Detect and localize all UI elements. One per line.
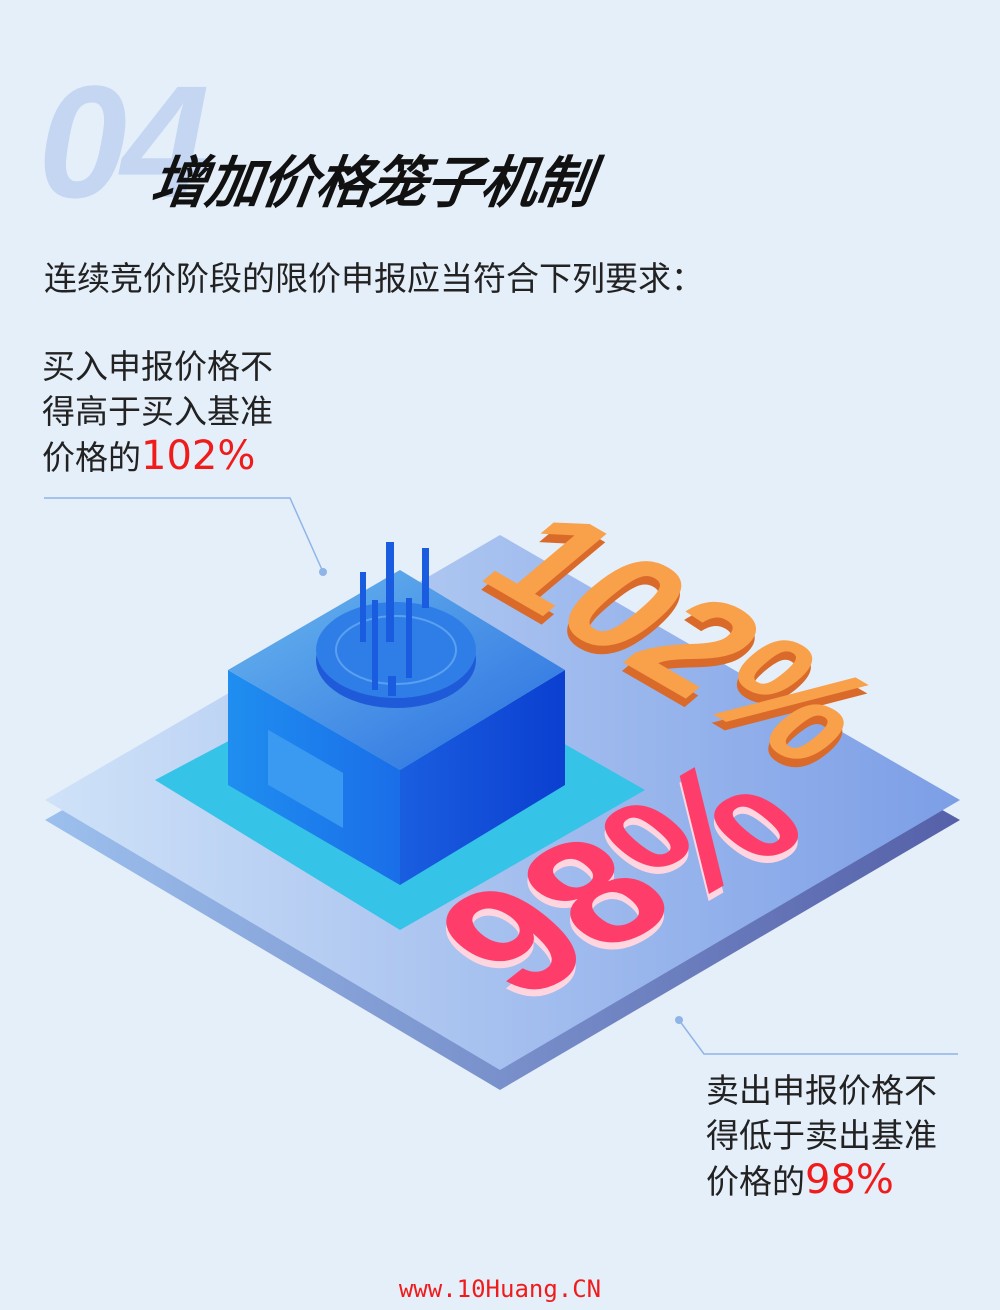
- buy-rule-line3: 价格的102%: [42, 434, 273, 480]
- sell-rule-line1: 卖出申报价格不: [706, 1071, 937, 1110]
- buy-rule-prefix: 价格的: [42, 438, 141, 477]
- section-number: 04: [38, 52, 210, 231]
- sell-rule-prefix: 价格的: [706, 1162, 805, 1201]
- server-box: [155, 542, 645, 930]
- footer-watermark: www.10Huang.CN: [398, 1275, 602, 1303]
- callout-lines: [44, 497, 958, 1055]
- sell-rule-line3: 价格的98%: [706, 1158, 937, 1204]
- sell-rule-value: 98%: [805, 1157, 894, 1203]
- buy-rule-value: 102%: [141, 433, 256, 479]
- buy-rule-line1: 买入申报价格不: [42, 347, 273, 386]
- buy-rule-note: 买入申报价格不 得高于买入基准 价格的102%: [42, 344, 273, 480]
- sell-rule-line2: 得低于卖出基准: [706, 1116, 937, 1155]
- page-title: 增加价格笼子机制: [146, 151, 596, 216]
- buy-rule-line2: 得高于买入基准: [42, 392, 273, 431]
- sell-rule-note: 卖出申报价格不 得低于卖出基准 价格的98%: [706, 1068, 937, 1204]
- subtitle: 连续竞价阶段的限价申报应当符合下列要求：: [44, 259, 704, 298]
